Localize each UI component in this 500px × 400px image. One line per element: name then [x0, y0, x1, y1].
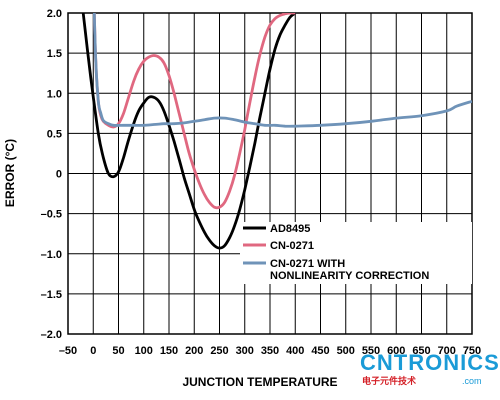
y-tick-label: –2.0 — [41, 329, 62, 341]
x-tick-label: 750 — [463, 345, 481, 357]
legend-label-ad8495: AD8495 — [270, 223, 310, 235]
y-tick-labels: 2.0 1.5 1.0 0.5 0 –0.5 –1.0 –1.5 –2.0 — [41, 8, 62, 341]
x-tick-label: 200 — [185, 345, 203, 357]
x-tick-labels: –50 0 50 100 150 200 250 300 350 400 450 500 550 600 6… — [59, 345, 481, 357]
x-tick-label: 650 — [412, 345, 430, 357]
legend-label-cn0271-corrected-line2: NONLINEARITY CORRECTION — [270, 270, 429, 282]
x-tick-label: 400 — [286, 345, 304, 357]
x-tick-label: –50 — [59, 345, 77, 357]
series-line-cn0271-corrected — [92, 13, 472, 128]
legend: AD8495 CN-0271 CN-0271 WITH NONLINEARITY… — [240, 222, 472, 284]
x-tick-label: 700 — [438, 345, 456, 357]
x-tick-label: 100 — [135, 345, 153, 357]
grid — [67, 12, 473, 335]
plot-frame — [67, 12, 473, 335]
legend-label-cn0271-corrected: CN-0271 WITH — [270, 258, 345, 270]
y-tick-label: –0.5 — [41, 209, 62, 221]
y-tick-label: 1.5 — [47, 48, 62, 60]
y-tick-label: 2.0 — [47, 8, 62, 20]
x-tick-label: 450 — [311, 345, 329, 357]
x-tick-label: 250 — [210, 345, 228, 357]
logo-com-text: .com — [462, 376, 482, 386]
cntronics-logo: CNTRONICS 电子元件技术 .com — [360, 350, 500, 386]
series-layer — [81, 13, 472, 250]
series-line-cn0271 — [92, 13, 296, 210]
y-tick-label: 0 — [56, 169, 62, 181]
x-tick-label: 150 — [160, 345, 178, 357]
y-tick-label: 1.0 — [47, 88, 62, 100]
x-tick-label: 550 — [362, 345, 380, 357]
legend-label-cn0271: CN-0271 — [270, 240, 314, 252]
x-tick-label: 600 — [387, 345, 405, 357]
x-tick-label: 50 — [112, 345, 124, 357]
x-tick-label: 300 — [236, 345, 254, 357]
series-line-ad8495 — [81, 13, 297, 250]
y-tick-label: –1.0 — [41, 249, 62, 261]
y-axis-title: ERROR (°C) — [3, 139, 17, 207]
x-tick-label: 500 — [337, 345, 355, 357]
legend-background — [240, 222, 472, 284]
x-tick-label: 0 — [90, 345, 96, 357]
y-tick-label: 0.5 — [47, 128, 62, 140]
logo-main-text: CNTRONICS — [360, 350, 500, 375]
y-tick-label: –1.5 — [41, 289, 62, 301]
x-axis-title: JUNCTION TEMPERATURE — [182, 375, 337, 389]
logo-sub-text: 电子元件技术 — [362, 375, 416, 386]
x-tick-label: 350 — [261, 345, 279, 357]
